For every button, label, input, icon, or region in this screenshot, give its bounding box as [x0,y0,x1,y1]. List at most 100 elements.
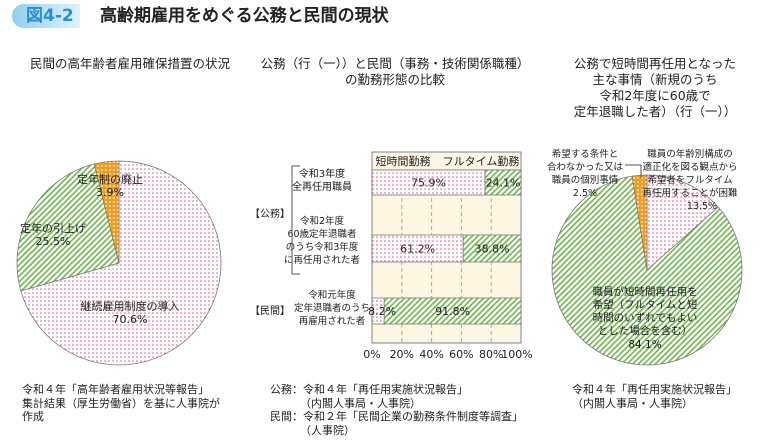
chart3-title: 公務で短時間再任用となった 主な事情（新規のうち 令和2年度に60歳で 定年退職した者… [555,56,755,120]
x-tick-label: 0% [363,348,380,361]
slice-label-line: 再任用することが困難 [642,187,738,199]
category-label: 令和3年度全再任用職員 [292,167,352,193]
x-tick-label: 40% [419,348,443,361]
x-tick-label-line: 20% [390,348,414,361]
chart2-source: 公務：令和４年「再任用実施状況報告」 （内閣人事局・人事院） 民間：令和２年「民間企… [270,383,523,437]
pie-slice [93,160,120,264]
figure-title: 高齢期雇用をめぐる公務と民間の現状 [100,6,389,26]
slice-label-line: 職員の年齢別構成の [647,148,733,160]
x-tick-label-line: 80% [479,348,503,361]
x-tick-label: 60% [449,348,473,361]
category-label-line: 令和2年度 [300,215,345,227]
bar-short [371,234,464,263]
slice-label-line: とした場合を含む） [598,324,693,337]
chart1-source: 令和４年「高年齢者雇用状況等報告」 集計結果（厚生労働省）を基に人事院が 作成 [22,383,220,424]
category-label: 令和元年度定年退職者のうち再雇用された者 [294,289,370,327]
chart3-title-line: 定年退職した者）（行（一）） [573,104,737,119]
bar-full [383,297,522,325]
category-label-line: 再雇用された者 [299,315,366,327]
chart3-title-line: 公務で短時間再任用となった [573,56,737,71]
source-line: （内閣人事局・人事院） [572,396,693,410]
slice-label-line: 2.5% [573,188,597,199]
slice-label-line: 職員が短時間再任用を [593,285,698,298]
legend-label-line: 短時間勤務 [376,154,431,168]
chart1-title: 民間の高年齢者雇用確保措置の状況 [29,56,230,71]
slice-label-line: 希望者をフルタイム [647,174,732,186]
slice-label-line: 70.6% [113,313,148,326]
bar-label: 91.8% [435,305,470,318]
slice-label-line: 3.9% [96,186,124,199]
x-tick-label: 80% [479,348,503,361]
slice-label: 13.5% [687,201,717,212]
category-label-line: 令和元年度 [308,289,356,301]
slice-label-line: 定年の引上げ [20,221,86,235]
bar-label-line: 61.2% [400,243,435,256]
chart3-title-line: 主な事情（新規のうち [592,72,718,87]
pie-chart-1: 継続雇用制度の導入 70.6% 定年の引上げ 25.5% 定年制の廃止 3.9% [16,160,222,366]
slice-label: 2.5% [573,188,597,199]
group-label: 【公務】 [250,207,290,220]
bar-label-line: 91.8% [435,305,470,318]
source-line: 民間：令和２年「民間企業の勤務条件制度等調査」 [270,410,523,423]
slice-label: 継続雇用制度の導入 70.6% [81,299,180,326]
category-label-line: 全再任用職員 [292,180,352,193]
bar-label: 38.8% [475,243,510,256]
x-tick-label-line: 40% [419,348,443,361]
slice-label-line: 84.1% [628,339,661,351]
pie-slice [646,174,719,271]
category-label-line: 60歳定年退職者 [287,228,356,240]
bar-label-line: 75.9% [411,177,446,190]
source-line: 令和４年「高年齢者雇用状況等報告」 [22,383,209,396]
pie-slice [551,175,743,366]
slice-label-line: 合わなかった又は [547,161,624,173]
bar-label: 61.2% [400,243,435,256]
source-line: 公務：令和４年「再任用実施状況報告」 [270,383,468,396]
slice-label: 定年の引上げ 25.5% [20,221,86,248]
slice-label: 84.1% [628,339,661,351]
x-tick-label-line: 60% [449,348,473,361]
group-bracket [291,165,300,275]
slice-label-line: 適正化を図る観点から [642,161,737,173]
pie-slice [631,174,648,271]
x-tick-label: 20% [390,348,414,361]
bar-label: 8.2% [368,305,396,318]
bar-full [462,234,522,263]
group-label-line: 【民間】 [250,305,290,317]
category-label-line: 定年退職者のうち [294,302,370,314]
pie-chart-3: 職員の年齢別構成の適正化を図る観点から希望者をフルタイム再任用することが困難 13… [547,148,743,366]
slice-label-line: 希望する条件と [552,148,619,160]
pie-slice [16,163,120,292]
slice-label-line: 職員の個別事情 [552,174,619,186]
leader-line [625,164,642,178]
slice-label-line: 希望（フルタイムと短 [593,298,698,311]
group-label-line: 【公務】 [250,207,290,220]
chart3-title-line: 令和2年度に60歳で [599,88,711,103]
chart2-title-line: 公務（行（一））と民間（事務・技術関係職種） [260,56,530,71]
slice-label: 職員が短時間再任用を希望（フルタイムと短時間のいずれでもよいとした場合を含む） [593,285,698,337]
chart2-title: 公務（行（一））と民間（事務・技術関係職種） の勤務形態の比較 [255,56,535,88]
legend-label: フルタイム勤務 [443,154,520,168]
x-tick-label-line: 0% [363,348,380,361]
source-line: 集計結果（厚生労働省）を基に人事院が [22,396,220,410]
source-line: （人事院） [300,423,355,437]
category-label-line: 令和3年度 [299,167,345,180]
bar-label: 75.9% [411,177,446,190]
legend-label: 短時間勤務 [376,154,431,168]
bar-label-line: 38.8% [475,243,510,256]
category-label-line: に再任用された者 [284,254,360,266]
legend-label-line: フルタイム勤務 [443,154,520,168]
slice-label-line: 13.5% [687,201,717,212]
bar-label: 24.1% [486,177,521,190]
category-label-line: のうち令和3年度 [286,241,359,253]
slice-label-line: 継続雇用制度の導入 [81,299,180,313]
bar-chart: 短時間勤務 フルタイム勤務 75.9% 24.1% 61.2% 38.8% 8.2% 91.8… [250,151,533,361]
figure-label: 図4-2 [12,4,80,28]
group-label: 【民間】 [250,305,290,317]
slice-label: 職員の年齢別構成の適正化を図る観点から希望者をフルタイム再任用することが困難 [642,148,738,199]
slice-label-line: 時間のいずれでもよい [593,312,698,324]
bar-label-line: 24.1% [486,177,521,190]
slice-label: 希望する条件と合わなかった又は職員の個別事情 [547,148,624,186]
slice-label: 定年制の廃止 3.9% [77,172,143,199]
